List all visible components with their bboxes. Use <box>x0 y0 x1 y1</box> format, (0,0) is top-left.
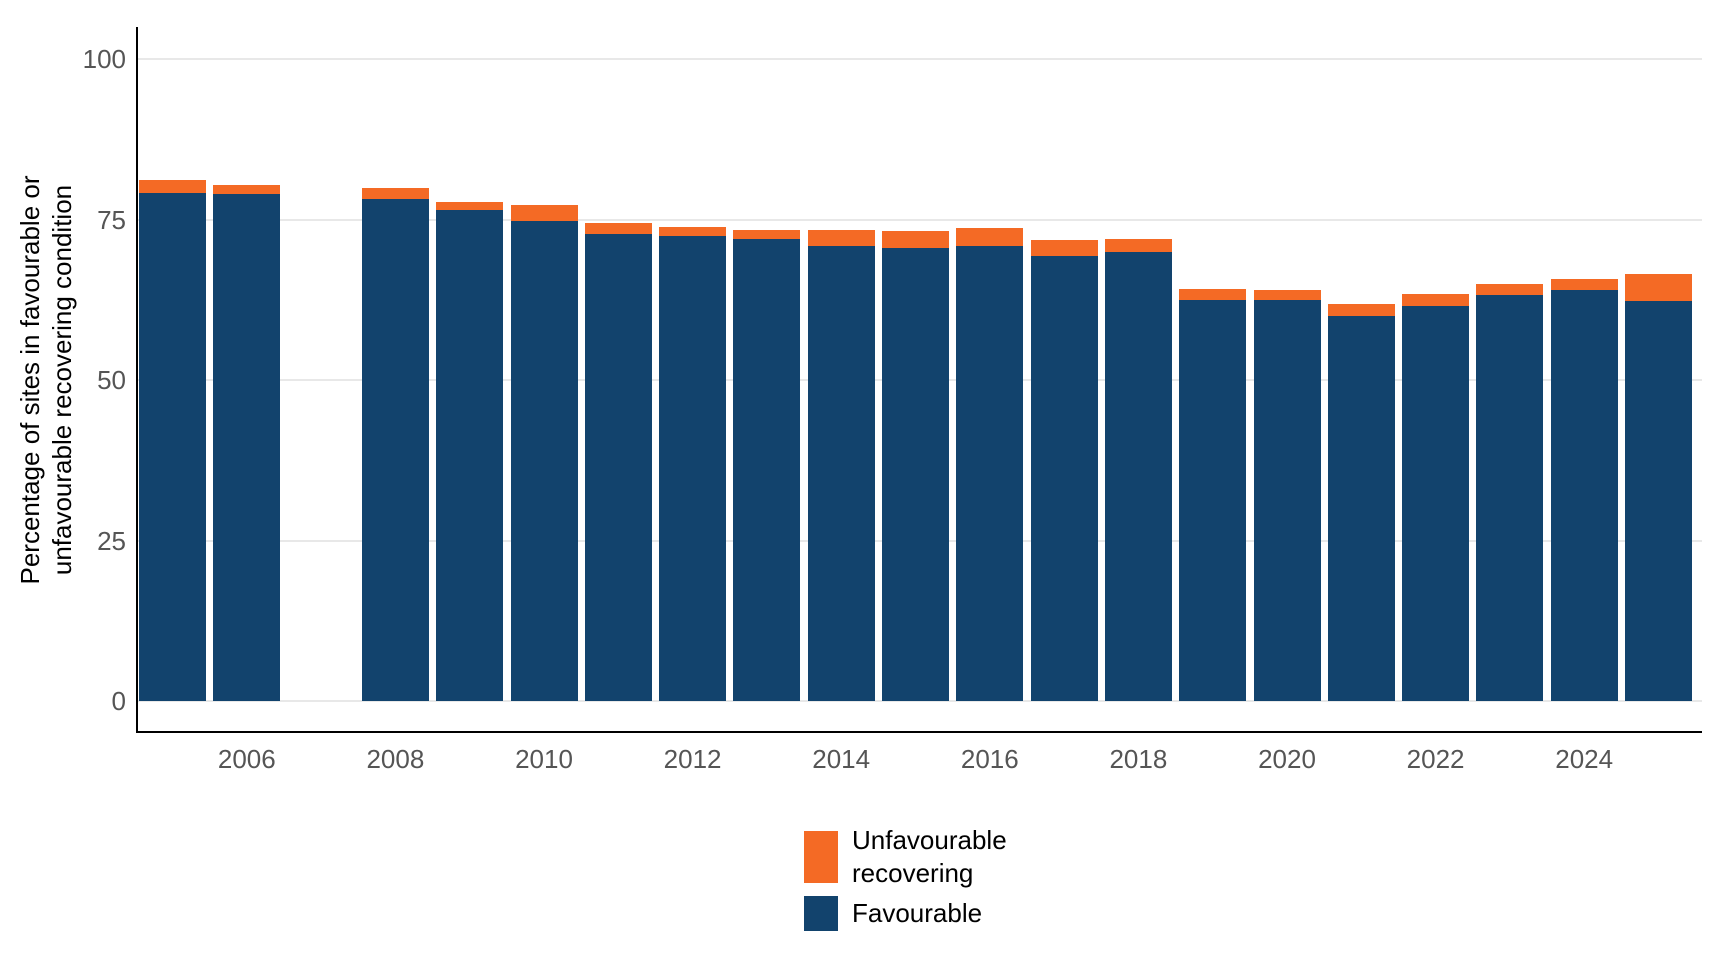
bar-2013-unfavourable-recovering-segment <box>733 229 801 240</box>
bar-2010-unfavourable-recovering-segment <box>510 205 578 222</box>
bar-2008-favourable-segment <box>361 198 429 701</box>
bar-2022-favourable-segment <box>1402 305 1470 701</box>
bar-2014 <box>807 229 875 701</box>
x-tick-label-2024: 2024 <box>1555 744 1614 774</box>
legend-label: Favourable <box>852 897 982 930</box>
bar-2005 <box>139 180 206 701</box>
bar-2019 <box>1179 289 1247 701</box>
bar-2012-favourable-segment <box>659 235 727 701</box>
legend: Unfavourable recovering Favourable <box>804 824 1007 931</box>
y-tick-label-0: 0 <box>111 686 126 716</box>
bar-2024-favourable-segment <box>1550 290 1618 701</box>
bar-2015-favourable-segment <box>882 247 949 701</box>
bar-2005-unfavourable-recovering-segment <box>139 180 206 193</box>
bar-2018 <box>1104 239 1172 701</box>
bar-2006-favourable-segment <box>213 194 281 701</box>
bar-2024 <box>1550 279 1618 701</box>
legend-item-1: Favourable <box>804 896 1007 931</box>
legend-item-0: Unfavourable recovering <box>804 824 1007 890</box>
x-tick-label-2006: 2006 <box>217 744 276 774</box>
bar-2017-favourable-segment <box>1030 256 1098 701</box>
bar-2012 <box>659 226 727 701</box>
bar-2010-favourable-segment <box>510 221 578 701</box>
bar-2025-unfavourable-recovering-segment <box>1625 274 1692 302</box>
x-tick-label-2008: 2008 <box>366 744 425 774</box>
bar-2014-favourable-segment <box>807 246 875 701</box>
bar-2009 <box>436 202 504 701</box>
bar-2012-unfavourable-recovering-segment <box>659 226 727 236</box>
bar-2011 <box>584 222 652 701</box>
bar-2021-favourable-segment <box>1327 315 1395 701</box>
bar-2009-favourable-segment <box>436 209 504 701</box>
bar-2023-unfavourable-recovering-segment <box>1476 284 1544 296</box>
x-tick-label-2020: 2020 <box>1258 744 1316 774</box>
bar-2021-unfavourable-recovering-segment <box>1327 304 1395 316</box>
bar-2017-unfavourable-recovering-segment <box>1030 240 1098 257</box>
bar-2024-unfavourable-recovering-segment <box>1550 279 1618 291</box>
bar-2022 <box>1402 293 1470 701</box>
bar-2023-favourable-segment <box>1476 295 1544 701</box>
bar-2011-favourable-segment <box>584 233 652 701</box>
bar-2020-favourable-segment <box>1253 299 1321 701</box>
legend-label-line: Favourable <box>852 898 983 928</box>
bar-2025-favourable-segment <box>1625 301 1692 701</box>
bar-2006-unfavourable-recovering-segment <box>213 184 281 195</box>
bar-2016 <box>956 227 1024 701</box>
legend-label-line: recovering <box>852 858 974 888</box>
y-tick-label-100: 100 <box>82 44 126 74</box>
x-tick-label-2022: 2022 <box>1406 744 1465 774</box>
bar-2021 <box>1327 304 1395 701</box>
bar-2020-unfavourable-recovering-segment <box>1253 290 1321 300</box>
y-tick-label-75: 75 <box>97 204 126 235</box>
legend-label-line: Unfavourable <box>852 825 1007 855</box>
bar-2009-unfavourable-recovering-segment <box>436 202 504 210</box>
bar-2015 <box>882 231 949 701</box>
x-tick-label-2014: 2014 <box>812 744 871 774</box>
bar-2013-favourable-segment <box>733 239 801 701</box>
gridline-100 <box>138 58 1702 60</box>
bar-2019-favourable-segment <box>1179 299 1247 701</box>
bar-2025 <box>1625 274 1692 701</box>
y-tick-label-50: 50 <box>97 365 126 395</box>
bar-2014-unfavourable-recovering-segment <box>807 229 875 247</box>
bar-2015-unfavourable-recovering-segment <box>882 231 949 248</box>
bar-2016-favourable-segment <box>956 246 1024 701</box>
gridline-0 <box>138 700 1702 702</box>
bar-2023 <box>1476 284 1544 701</box>
bar-2018-unfavourable-recovering-segment <box>1104 239 1172 253</box>
bar-2017 <box>1030 240 1098 701</box>
y-tick-label-25: 25 <box>97 525 126 556</box>
x-tick-label-2012: 2012 <box>663 744 722 774</box>
gridline-75 <box>138 218 1702 221</box>
bar-2013 <box>733 229 801 701</box>
legend-label: Unfavourable recovering <box>852 824 1007 890</box>
bar-2019-unfavourable-recovering-segment <box>1179 289 1247 300</box>
x-tick-label-2010: 2010 <box>515 744 573 774</box>
x-tick-label-2018: 2018 <box>1109 744 1168 774</box>
bar-2020 <box>1253 290 1321 701</box>
legend-swatch-icon <box>804 831 838 883</box>
bar-2022-unfavourable-recovering-segment <box>1402 293 1470 306</box>
bar-2011-unfavourable-recovering-segment <box>584 222 652 234</box>
bar-2005-favourable-segment <box>139 192 206 701</box>
bar-2018-favourable-segment <box>1104 252 1172 701</box>
bar-2010 <box>510 205 578 701</box>
bar-2008-unfavourable-recovering-segment <box>361 188 429 199</box>
bar-2008 <box>361 188 429 701</box>
bar-2016-unfavourable-recovering-segment <box>956 227 1024 247</box>
legend-swatch-icon <box>804 896 838 931</box>
plot-panel <box>136 27 1702 733</box>
bar-2006 <box>213 184 281 701</box>
x-tick-label-2016: 2016 <box>960 744 1019 774</box>
